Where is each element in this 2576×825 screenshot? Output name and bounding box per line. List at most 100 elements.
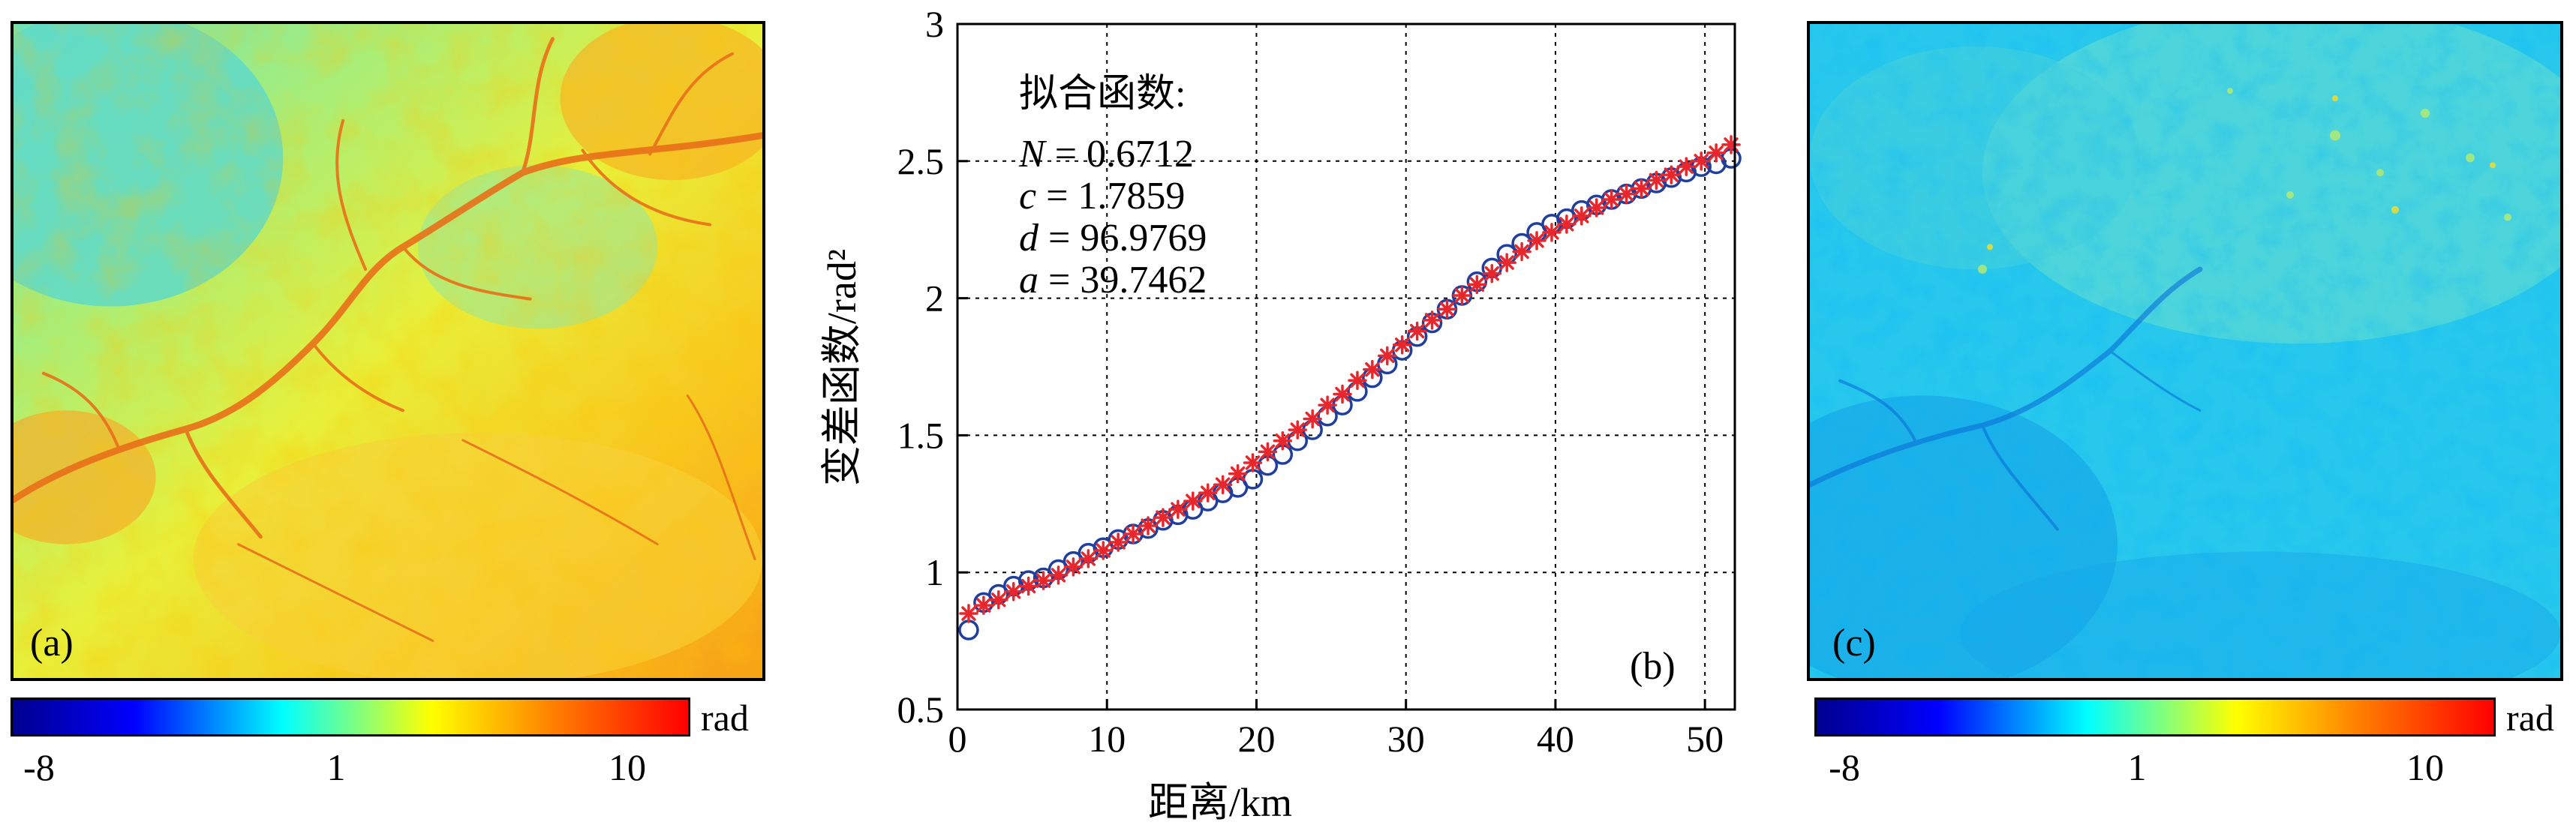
fitted-point (1482, 263, 1501, 284)
fitted-point (1721, 135, 1741, 154)
x-tick-label: 40 (1537, 718, 1574, 760)
fitted-point (1586, 198, 1607, 218)
fitted-point (1467, 274, 1487, 295)
fitted-point (1661, 165, 1682, 184)
x-tick-label: 30 (1387, 718, 1425, 760)
fitted-point (1093, 541, 1113, 560)
colorbar-a-tick-min: -8 (23, 746, 55, 788)
panel-label-b: (b) (1630, 645, 1676, 688)
map-panel-a: (a) (11, 21, 765, 681)
fitted-point (1631, 178, 1652, 199)
fitted-point (1572, 206, 1592, 226)
y-tick-label: 3 (925, 3, 944, 45)
fitted-point (1318, 395, 1337, 415)
colorbar-c-tick-max: 10 (2406, 746, 2444, 788)
chart-grid (957, 24, 1735, 710)
y-tick-label: 2 (925, 278, 944, 320)
fitted-point (1258, 442, 1278, 462)
y-tick-label: 1.5 (897, 414, 945, 456)
fitted-point (1378, 346, 1397, 366)
colorbar-a-unit: rad (701, 697, 749, 739)
fitted-point (1198, 483, 1218, 502)
fitted-point (1153, 508, 1173, 527)
fitted-point (959, 604, 978, 623)
panel-label-a: (a) (30, 622, 74, 664)
fitted-point (1691, 152, 1711, 171)
fitted-point (1123, 524, 1143, 544)
series-fitted (959, 135, 1741, 623)
colorbar-a-tick-max: 10 (609, 746, 646, 788)
fit-param-d-name: d (1019, 217, 1039, 260)
fitted-point (1168, 500, 1188, 519)
colorbar-a (11, 698, 690, 736)
panel-label-c: (c) (1832, 622, 1876, 664)
fit-param-d: d = 96.9769 (1019, 217, 1207, 260)
plot-frame (956, 22, 1736, 711)
observed-point (958, 620, 979, 640)
fitted-point (1228, 464, 1248, 484)
fitted-point (1646, 170, 1667, 190)
fitted-point (1063, 557, 1084, 577)
fit-param-N-value: 0.6712 (1087, 133, 1194, 176)
y-tick-label: 1 (925, 551, 944, 593)
phase-map-a (14, 24, 762, 678)
fitted-point (1601, 190, 1622, 209)
x-tick-label: 50 (1686, 718, 1724, 760)
axis-ticks: 0 10 20 30 40 50 0.5 1 1.5 2 2.5 3 (897, 3, 1724, 760)
fit-param-N-name: N (1018, 133, 1048, 176)
fit-annotation: 拟合函数: N = 0.6712 c = 1.7859 d = 96.9769 … (1018, 73, 1207, 302)
y-tick-label: 0.5 (897, 688, 945, 730)
fit-param-d-value: 96.9769 (1080, 217, 1207, 260)
colorbar-c (1814, 698, 2496, 736)
fitted-point (1676, 157, 1696, 176)
y-tick-label: 2.5 (897, 140, 945, 182)
fitted-point (1348, 370, 1367, 391)
fitted-point (1243, 453, 1263, 472)
phase-map-c (1810, 24, 2560, 678)
fitted-point (1273, 430, 1293, 451)
colorbar-c-tick-min: -8 (1829, 746, 1860, 788)
fitted-point (1303, 409, 1322, 429)
fitted-point (1452, 286, 1472, 305)
fitted-point (1616, 184, 1637, 204)
fitted-point (1557, 214, 1577, 234)
fitted-point (1512, 242, 1531, 262)
fitted-point (1213, 475, 1233, 494)
map-panel-c: (c) (1807, 21, 2563, 681)
x-axis-label: 距离/km (1148, 780, 1292, 825)
colorbar-c-unit: rad (2506, 697, 2554, 739)
y-axis-label: 变差函数/rad² (819, 249, 864, 486)
fitted-point (1108, 532, 1128, 552)
fitted-point (1407, 321, 1427, 341)
fitted-point (974, 596, 993, 615)
fitted-point (1542, 223, 1562, 242)
colorbar-a-tick-mid: 1 (326, 746, 346, 788)
fitted-point (989, 590, 1008, 610)
fitted-point (1333, 384, 1352, 404)
fitted-point (1288, 420, 1307, 440)
fitted-point (1018, 576, 1039, 596)
x-tick-label: 10 (1088, 718, 1126, 760)
fitted-point (1527, 231, 1547, 250)
fit-param-a-name: a (1019, 259, 1039, 302)
x-tick-label: 0 (948, 718, 967, 760)
fit-title: 拟合函数: (1019, 73, 1186, 116)
fitted-point (1138, 516, 1158, 536)
fitted-point (1437, 299, 1457, 319)
fitted-point (1183, 491, 1203, 511)
fitted-point (1497, 253, 1516, 272)
x-tick-label: 20 (1237, 718, 1275, 760)
fit-param-a: a = 39.7462 (1019, 259, 1207, 302)
fit-param-c: c = 1.7859 (1019, 175, 1185, 218)
fitted-point (1003, 582, 1023, 602)
fitted-point (1392, 335, 1412, 355)
fit-param-c-name: c (1019, 175, 1036, 218)
fitted-point (1706, 143, 1726, 163)
fitted-point (1363, 359, 1382, 380)
colorbar-c-tick-mid: 1 (2127, 746, 2147, 788)
fitted-point (1048, 566, 1069, 585)
fit-param-c-value: 1.7859 (1078, 175, 1185, 218)
fit-param-a-value: 39.7462 (1080, 259, 1207, 302)
fitted-point (1078, 549, 1099, 568)
